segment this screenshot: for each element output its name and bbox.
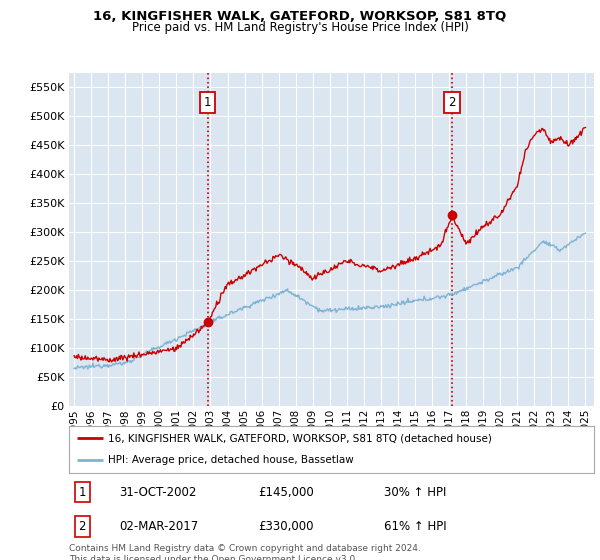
Text: £330,000: £330,000 <box>258 520 314 533</box>
Text: HPI: Average price, detached house, Bassetlaw: HPI: Average price, detached house, Bass… <box>109 455 354 465</box>
Text: Contains HM Land Registry data © Crown copyright and database right 2024.
This d: Contains HM Land Registry data © Crown c… <box>69 544 421 560</box>
Text: 16, KINGFISHER WALK, GATEFORD, WORKSOP, S81 8TQ: 16, KINGFISHER WALK, GATEFORD, WORKSOP, … <box>94 10 506 23</box>
Text: 31-OCT-2002: 31-OCT-2002 <box>119 486 196 498</box>
Text: 30% ↑ HPI: 30% ↑ HPI <box>384 486 446 498</box>
Text: Price paid vs. HM Land Registry's House Price Index (HPI): Price paid vs. HM Land Registry's House … <box>131 21 469 34</box>
Text: £145,000: £145,000 <box>258 486 314 498</box>
Text: 02-MAR-2017: 02-MAR-2017 <box>119 520 198 533</box>
Text: 16, KINGFISHER WALK, GATEFORD, WORKSOP, S81 8TQ (detached house): 16, KINGFISHER WALK, GATEFORD, WORKSOP, … <box>109 433 492 444</box>
Text: 2: 2 <box>448 96 456 109</box>
Text: 1: 1 <box>79 486 86 498</box>
Text: 2: 2 <box>79 520 86 533</box>
Text: 1: 1 <box>204 96 211 109</box>
Text: 61% ↑ HPI: 61% ↑ HPI <box>384 520 446 533</box>
